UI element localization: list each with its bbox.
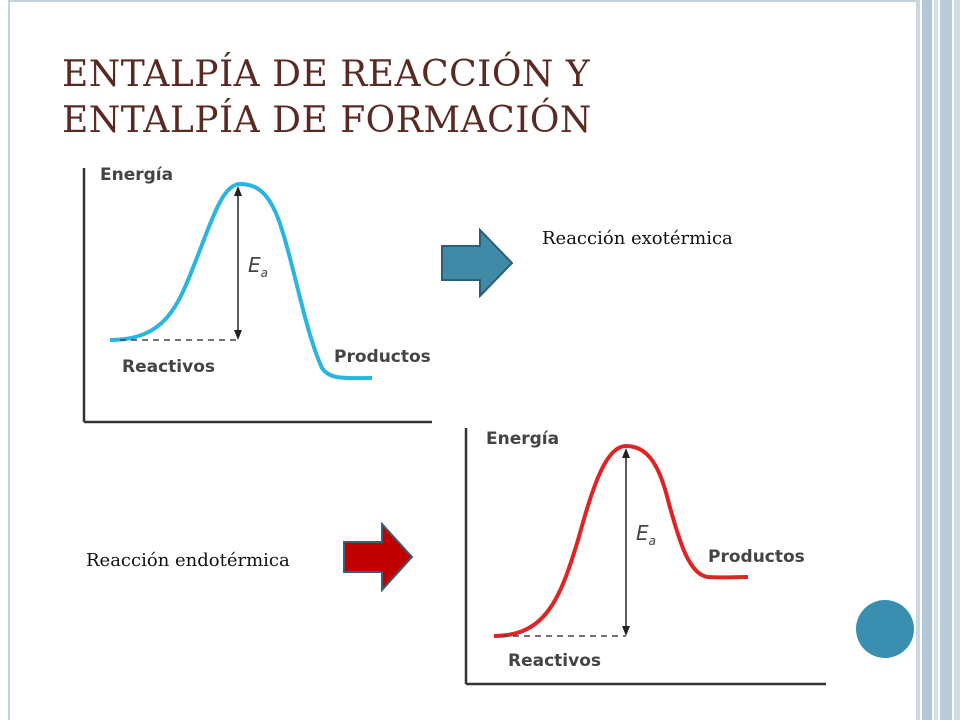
exothermic-products-label: Productos <box>334 347 431 367</box>
endothermic-energy-label: Energía <box>486 429 559 449</box>
endothermic-energy-curve <box>493 443 749 638</box>
endothermic-ea-arrowhead-top <box>622 448 630 458</box>
exothermic-energy-label: Energía <box>100 165 173 185</box>
exothermic-energy-curve <box>109 181 373 381</box>
endothermic-ea-arrowhead-bottom <box>622 626 630 636</box>
decorative-side-stripes <box>916 0 960 720</box>
slide-frame-left <box>8 0 10 720</box>
exothermic-caption: Reacción exotérmica <box>542 228 733 249</box>
endothermic-caption: Reacción endotérmica <box>86 550 290 571</box>
exothermic-reactants-label: Reactivos <box>122 357 215 377</box>
endothermic-diagram: Energía Ea Reactivos Productos <box>464 428 826 686</box>
page-title: ENTALPÍA DE REACCIÓN Y ENTALPÍA DE FORMA… <box>62 52 592 144</box>
endothermic-ea-label: Ea <box>636 521 656 548</box>
title-line-1: ENTALPÍA DE REACCIÓN Y <box>62 54 591 95</box>
title-line-2: ENTALPÍA DE FORMACIÓN <box>62 100 592 141</box>
endothermic-products-label: Productos <box>708 547 805 567</box>
endothermic-reactants-label: Reactivos <box>508 651 601 671</box>
slide-frame-top <box>8 0 918 2</box>
exothermic-ea-arrowhead-bottom <box>234 330 242 340</box>
exothermic-ea-label: Ea <box>248 253 268 280</box>
endothermic-arrow-icon <box>343 522 414 592</box>
decorative-circle <box>856 600 914 658</box>
exothermic-diagram: Energía Ea Reactivos Productos <box>82 165 432 424</box>
exothermic-ea-arrowhead-top <box>234 186 242 196</box>
exothermic-arrow-icon <box>441 228 514 298</box>
